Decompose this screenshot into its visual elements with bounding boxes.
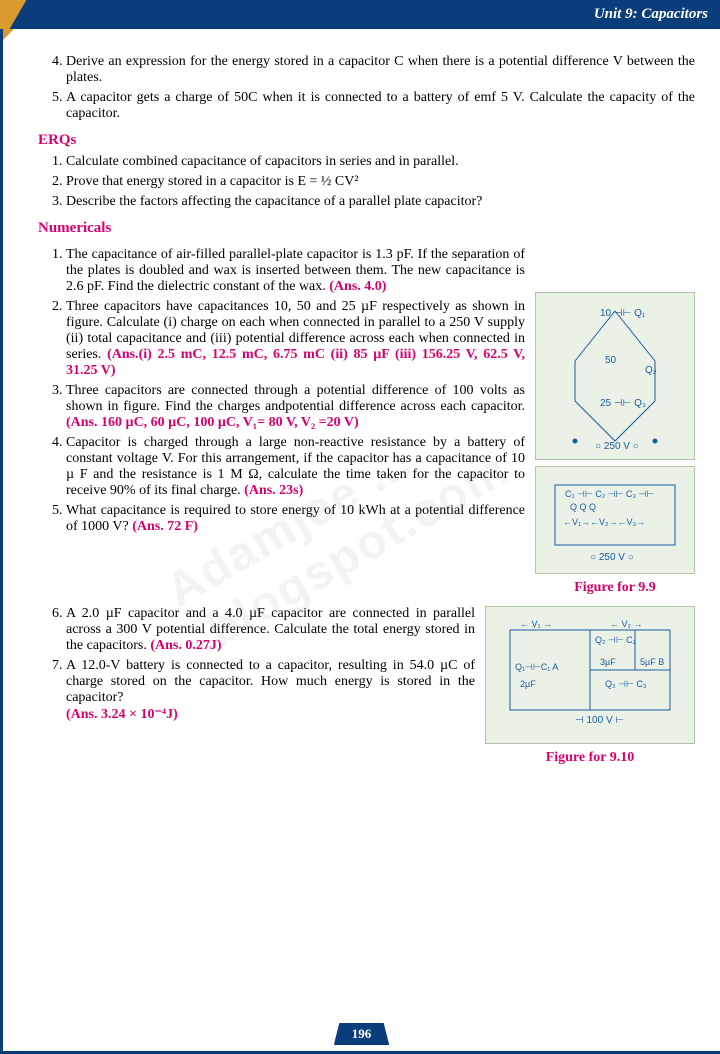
svg-text:25 ⊣⊢ Q₃: 25 ⊣⊢ Q₃ xyxy=(600,398,646,409)
figure-9-10-caption: Figure for 9.10 xyxy=(485,750,695,766)
top-question-list: Derive an expression for the energy stor… xyxy=(38,54,695,122)
erqs-list: Calculate combined capacitance of capaci… xyxy=(38,154,695,210)
page-number: 196 xyxy=(334,1023,390,1045)
erq-1: Calculate combined capacitance of capaci… xyxy=(66,154,695,170)
erq-2: Prove that energy stored in a capacitor … xyxy=(66,174,695,190)
svg-text:Q₂ ⊣⊢ C₂: Q₂ ⊣⊢ C₂ xyxy=(595,635,637,645)
figure-9-9-diagram: 10 ⊣⊢ Q₁ 50 Q₂ 25 ⊣⊢ Q₃ ○ 250 V ○ xyxy=(535,292,695,460)
numericals-heading: Numericals xyxy=(38,220,695,237)
figure-9-10-diagram: ← V₁ → ← V₂ → Q₂ ⊣⊢ C₂ Q₁⊣⊢C₁ A 3µF 5µF … xyxy=(485,606,695,744)
unit-title: Unit 9: Capacitors xyxy=(594,6,708,22)
svg-text:○ 250 V ○: ○ 250 V ○ xyxy=(590,552,634,563)
figure-9-9-diagram-2: C₁ ⊣⊢ C₂ ⊣⊢ C₃ ⊣⊢ Q Q Q ←V₁→←V₂→←V₃→ ○ 2… xyxy=(535,466,695,574)
figure-9-9-caption: Figure for 9.9 xyxy=(535,580,695,596)
svg-text:Q₃ ⊣⊢ C₃: Q₃ ⊣⊢ C₃ xyxy=(605,679,647,689)
svg-text:2µF: 2µF xyxy=(520,679,536,689)
circuit-parallel-icon: 10 ⊣⊢ Q₁ 50 Q₂ 25 ⊣⊢ Q₃ ○ 250 V ○ xyxy=(545,301,685,451)
svg-text:⊣ 100 V ⊢: ⊣ 100 V ⊢ xyxy=(575,715,624,726)
svg-text:C₁ ⊣⊢ C₂ ⊣⊢ C₃ ⊣⊢: C₁ ⊣⊢ C₂ ⊣⊢ C₃ ⊣⊢ xyxy=(565,489,654,499)
question-5: A capacitor gets a charge of 50C when it… xyxy=(66,90,695,122)
figure-9-10: ← V₁ → ← V₂ → Q₂ ⊣⊢ C₂ Q₁⊣⊢C₁ A 3µF 5µF … xyxy=(485,606,695,766)
figure-9-9: 10 ⊣⊢ Q₁ 50 Q₂ 25 ⊣⊢ Q₃ ○ 250 V ○ C₁ ⊣⊢ … xyxy=(535,292,695,596)
unit-header: Unit 9: Capacitors xyxy=(3,0,720,29)
svg-text:5µF B: 5µF B xyxy=(640,657,664,667)
question-4: Derive an expression for the energy stor… xyxy=(66,54,695,86)
svg-text:← V₁ →: ← V₁ → xyxy=(520,619,552,629)
page: Adamjee ... .blogspot.com Unit 9: Capaci… xyxy=(0,0,720,1054)
circuit-series-icon: C₁ ⊣⊢ C₂ ⊣⊢ C₃ ⊣⊢ Q Q Q ←V₁→←V₂→←V₃→ ○ 2… xyxy=(545,475,685,565)
svg-text:←V₁→←V₂→←V₃→: ←V₁→←V₂→←V₃→ xyxy=(563,517,645,527)
svg-text:← V₂ →: ← V₂ → xyxy=(610,619,643,629)
numerical-1: The capacitance of air-filled parallel-p… xyxy=(66,247,695,295)
svg-text:50: 50 xyxy=(605,355,617,366)
circuit-complex-icon: ← V₁ → ← V₂ → Q₂ ⊣⊢ C₂ Q₁⊣⊢C₁ A 3µF 5µF … xyxy=(495,615,685,735)
svg-text:○ 250 V ○: ○ 250 V ○ xyxy=(595,441,639,451)
svg-text:3µF: 3µF xyxy=(600,657,616,667)
svg-text:Q₂: Q₂ xyxy=(645,365,657,376)
svg-text:10 ⊣⊢ Q₁: 10 ⊣⊢ Q₁ xyxy=(600,308,646,319)
erq-3: Describe the factors affecting the capac… xyxy=(66,194,695,210)
svg-text:Q₁⊣⊢C₁ A: Q₁⊣⊢C₁ A xyxy=(515,662,558,672)
svg-text:Q Q Q: Q Q Q xyxy=(570,502,596,512)
erqs-heading: ERQs xyxy=(38,132,695,149)
numericals-block: 10 ⊣⊢ Q₁ 50 Q₂ 25 ⊣⊢ Q₃ ○ 250 V ○ C₁ ⊣⊢ … xyxy=(38,242,695,771)
